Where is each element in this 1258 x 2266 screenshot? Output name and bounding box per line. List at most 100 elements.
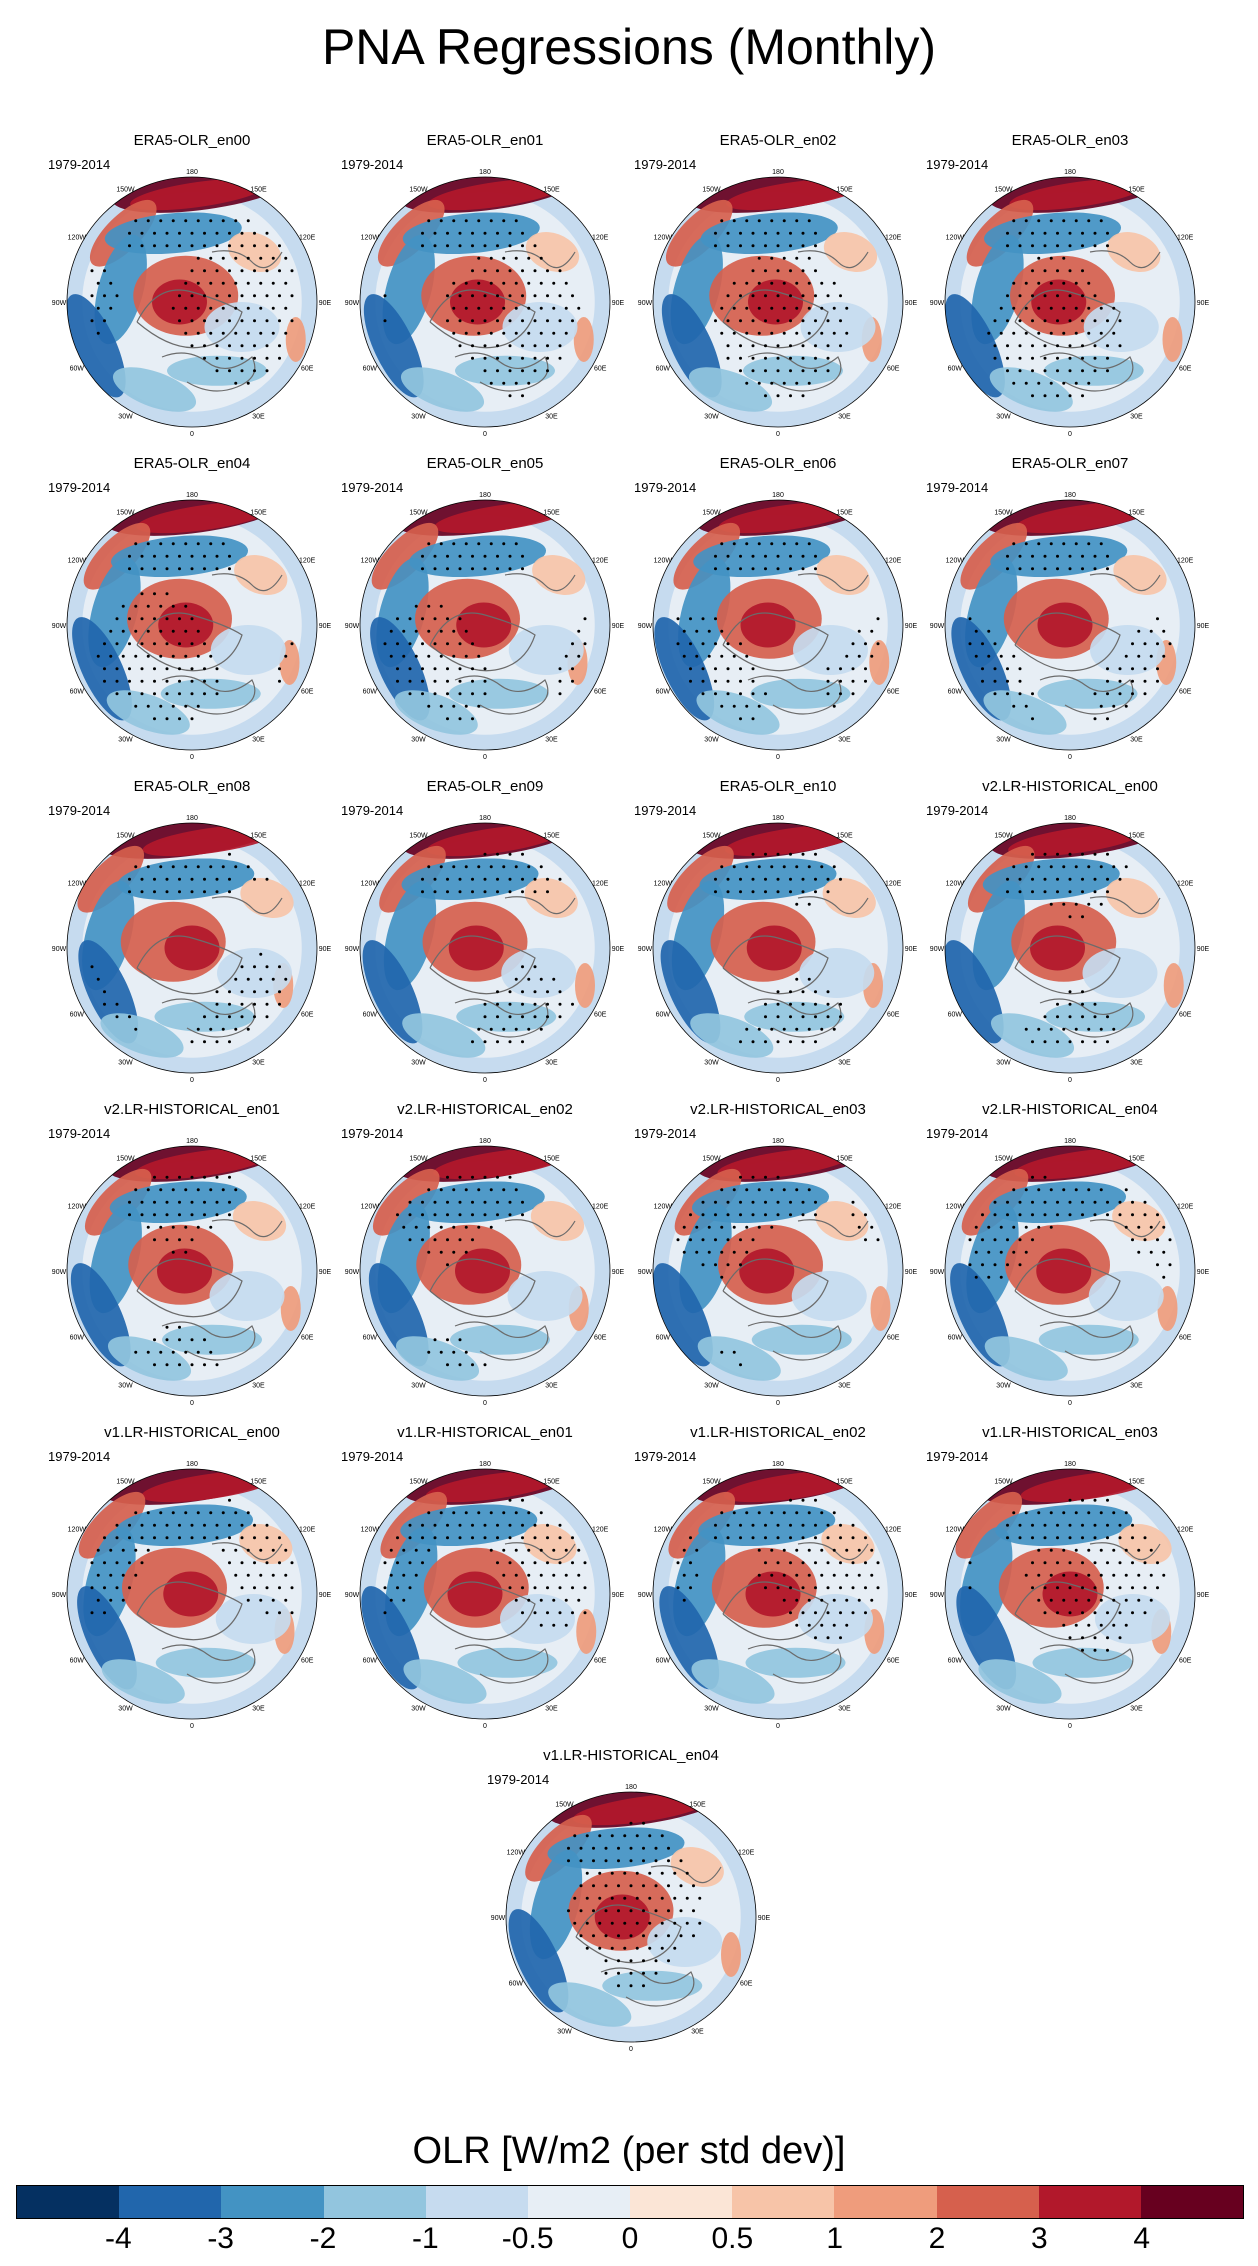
longitude-label: 90E — [905, 946, 918, 953]
longitude-label: 30W — [996, 1382, 1011, 1389]
longitude-label: 180 — [772, 1138, 784, 1145]
polar-map: 180 150E 120E 90E 60E 30E 0 30W 60W 90W 120W 150W — [345, 1138, 625, 1407]
longitude-label: 90W — [638, 300, 653, 307]
longitude-label: 150W — [409, 187, 428, 194]
map-panel: v1.LR-HISTORICAL_en02 1979-2014 180 150E 120… — [634, 1424, 918, 1730]
longitude-label: 90E — [612, 1269, 625, 1276]
longitude-label: 0 — [776, 1077, 780, 1084]
longitude-label: 90E — [1197, 623, 1210, 630]
longitude-label: 60W — [363, 689, 378, 696]
longitude-label: 90W — [52, 1592, 67, 1599]
longitude-label: 90W — [491, 1915, 506, 1922]
longitude-label: 60W — [363, 1012, 378, 1019]
polar-map: 180 150E 120E 90E 60E 30E 0 30W 60W 90W 120W 150W — [52, 815, 332, 1084]
map-panel: v1.LR-HISTORICAL_en03 1979-2014 180 150E 120… — [926, 1424, 1210, 1730]
panel-period: 1979-2014 — [48, 480, 111, 495]
longitude-label: 150W — [116, 1156, 135, 1163]
longitude-label: 60W — [948, 366, 963, 373]
longitude-label: 90W — [638, 1269, 653, 1276]
polar-map: 180 150E 120E 90E 60E 30E 0 30W 60W 90W 120W 150W — [638, 815, 918, 1084]
longitude-label: 150E — [1128, 510, 1145, 517]
longitude-label: 0 — [629, 2046, 633, 2053]
longitude-label: 30W — [411, 1059, 426, 1066]
longitude-label: 90W — [930, 300, 945, 307]
panel-period: 1979-2014 — [634, 1126, 697, 1141]
longitude-label: 0 — [776, 1723, 780, 1730]
longitude-label: 120W — [68, 235, 87, 242]
longitude-label: 30E — [252, 413, 265, 420]
longitude-label: 120W — [68, 1527, 87, 1534]
panel-period: 1979-2014 — [487, 1772, 550, 1787]
longitude-label: 60E — [594, 1012, 607, 1019]
longitude-label: 30W — [411, 736, 426, 743]
colorbar-tick-label: 0.5 — [711, 2222, 754, 2255]
colorbar-swatch — [1038, 2186, 1141, 2218]
polar-map: 180 150E 120E 90E 60E 30E 0 30W 60W 90W 120W 150W — [930, 815, 1210, 1084]
longitude-label: 30W — [411, 1382, 426, 1389]
panel-title: ERA5-OLR_en06 — [719, 455, 837, 472]
longitude-label: 30W — [704, 1059, 719, 1066]
polar-map: 180 150E 120E 90E 60E 30E 0 30W 60W 90W 120W 150W — [345, 169, 625, 438]
longitude-label: 0 — [190, 1400, 194, 1407]
longitude-label: 90E — [319, 623, 332, 630]
colorbar-tick-label: -0.5 — [501, 2222, 554, 2255]
longitude-label: 60E — [887, 1658, 900, 1665]
map-panel: v1.LR-HISTORICAL_en00 1979-2014 180 150E 120… — [48, 1424, 332, 1730]
longitude-label: 150E — [836, 1156, 853, 1163]
colorbar-swatch — [732, 2186, 835, 2218]
longitude-label: 30W — [704, 1705, 719, 1712]
longitude-label: 90W — [930, 623, 945, 630]
colorbar-swatch — [527, 2186, 631, 2218]
polar-map: 180 150E 120E 90E 60E 30E 0 30W 60W 90W 120W 150W — [638, 492, 918, 761]
longitude-label: 150W — [409, 1156, 428, 1163]
longitude-label: 120W — [654, 1527, 673, 1534]
panel-title: v2.LR-HISTORICAL_en02 — [397, 1101, 573, 1118]
map-panel: v1.LR-HISTORICAL_en01 1979-2014 180 150E 120… — [341, 1424, 625, 1730]
longitude-label: 120E — [1177, 881, 1194, 888]
panel-title: ERA5-OLR_en04 — [133, 455, 251, 472]
panel-title: v2.LR-HISTORICAL_en03 — [690, 1101, 866, 1118]
longitude-label: 120E — [592, 558, 609, 565]
longitude-label: 0 — [776, 1400, 780, 1407]
colorbar-swatch — [936, 2186, 1039, 2218]
longitude-label: 180 — [772, 1461, 784, 1468]
panel-title: ERA5-OLR_en03 — [1011, 132, 1129, 149]
polar-map: 180 150E 120E 90E 60E 30E 0 30W 60W 90W 120W 150W — [52, 492, 332, 761]
polar-map: 180 150E 120E 90E 60E 30E 0 30W 60W 90W 120W 150W — [930, 169, 1210, 438]
longitude-label: 60E — [1179, 1012, 1192, 1019]
longitude-label: 90E — [612, 946, 625, 953]
longitude-label: 150W — [409, 833, 428, 840]
longitude-label: 120W — [946, 235, 965, 242]
longitude-label: 120E — [1177, 558, 1194, 565]
longitude-label: 90W — [638, 623, 653, 630]
colorbar-tick-label: 4 — [1133, 2222, 1150, 2255]
map-panel: v2.LR-HISTORICAL_en00 1979-2014 180 150E 120… — [926, 778, 1210, 1084]
longitude-label: 30E — [252, 1059, 265, 1066]
longitude-label: 30W — [996, 413, 1011, 420]
map-panel: ERA5-OLR_en09 1979-2014 180 150E 120E 90E 60E 3… — [341, 778, 625, 1084]
longitude-label: 0 — [1068, 1400, 1072, 1407]
polar-map: 180 150E 120E 90E 60E 30E 0 30W 60W 90W 120W 150W — [345, 492, 625, 761]
longitude-label: 30W — [411, 413, 426, 420]
figure-title: PNA Regressions (Monthly) — [321, 19, 937, 75]
colorbar-tick-label: 0 — [621, 2222, 639, 2255]
longitude-label: 120E — [299, 558, 316, 565]
colorbar-tick-label: -2 — [309, 2222, 337, 2255]
longitude-label: 120E — [885, 235, 902, 242]
longitude-label: 180 — [479, 815, 491, 822]
longitude-label: 60W — [70, 1012, 85, 1019]
longitude-label: 120W — [654, 235, 673, 242]
colorbar-tick-label: 3 — [1030, 2222, 1048, 2255]
longitude-label: 90W — [52, 1269, 67, 1276]
colorbar-swatch — [1140, 2186, 1244, 2218]
longitude-label: 30E — [1130, 1705, 1143, 1712]
longitude-label: 90W — [345, 946, 360, 953]
longitude-label: 0 — [190, 1723, 194, 1730]
colorbar-swatch — [834, 2186, 937, 2218]
colorbar-tick-label: -3 — [207, 2222, 234, 2255]
longitude-label: 60W — [656, 1658, 671, 1665]
longitude-label: 90E — [905, 623, 918, 630]
longitude-label: 0 — [483, 1400, 487, 1407]
longitude-label: 120W — [507, 1850, 526, 1857]
longitude-label: 90E — [1197, 1269, 1210, 1276]
